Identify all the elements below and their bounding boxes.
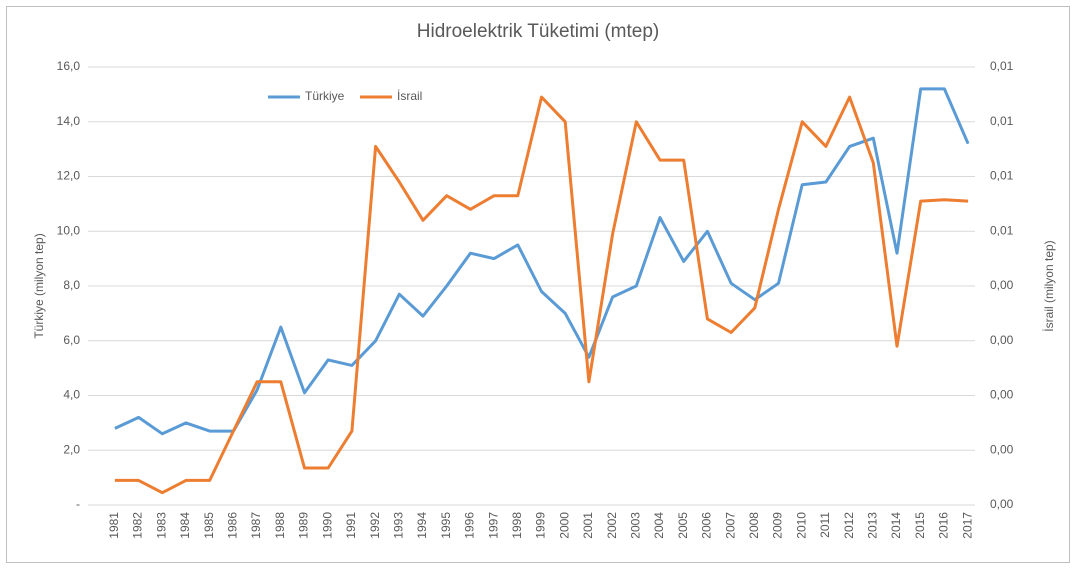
x-tick-label: 1997 [486, 512, 500, 539]
y2-tick-label: 0,00 [990, 442, 1014, 456]
y-tick-label: - [76, 497, 80, 511]
x-tick-label: 2008 [747, 512, 761, 539]
x-tick-label: 2004 [652, 512, 666, 539]
x-tick-label: 1991 [344, 512, 358, 539]
x-tick-label: 2007 [723, 512, 737, 539]
x-tick-label: 1986 [226, 512, 240, 539]
x-tick-label: 1989 [297, 512, 311, 539]
x-tick-label: 2016 [937, 512, 951, 539]
y2-axis-title: İsrail (milyon tep) [1042, 240, 1056, 331]
x-tick-label: 1982 [131, 512, 145, 539]
y-tick-label: 4,0 [63, 388, 80, 402]
y-tick-label: 12,0 [57, 169, 81, 183]
x-tick-label: 2001 [581, 512, 595, 539]
y-tick-label: 6,0 [63, 333, 80, 347]
y-tick-label: 14,0 [57, 114, 81, 128]
x-tick-label: 2013 [866, 512, 880, 539]
y-axis-title: Türkiye (milyon tep) [32, 233, 46, 338]
x-tick-label: 1995 [439, 512, 453, 539]
y-tick-label: 2,0 [63, 442, 80, 456]
x-tick-label: 1988 [273, 512, 287, 539]
x-tick-label: 1985 [202, 512, 216, 539]
y2-tick-label: 0,00 [990, 388, 1014, 402]
x-tick-label: 1990 [320, 512, 334, 539]
x-tick-label: 2002 [605, 512, 619, 539]
x-tick-label: 2009 [771, 512, 785, 539]
x-tick-label: 1994 [415, 512, 429, 539]
x-tick-label: 2012 [842, 512, 856, 539]
y2-tick-label: 0,01 [990, 169, 1014, 183]
legend-label: Türkiye [305, 89, 345, 103]
x-tick-label: 2014 [889, 512, 903, 539]
y2-tick-label: 0,00 [990, 333, 1014, 347]
x-tick-label: 2003 [628, 512, 642, 539]
y2-tick-label: 0,00 [990, 497, 1014, 511]
x-tick-label: 1992 [368, 512, 382, 539]
x-tick-label: 1996 [463, 512, 477, 539]
x-tick-label: 2015 [913, 512, 927, 539]
x-tick-label: 2011 [818, 512, 832, 538]
series-line [114, 95, 969, 495]
x-tick-label: 2006 [700, 512, 714, 539]
x-tick-label: 2010 [794, 512, 808, 539]
chart-title: Hidroelektrik Tüketimi (mtep) [417, 21, 659, 42]
x-tick-label: 1999 [534, 512, 548, 539]
y-tick-label: 16,0 [57, 59, 81, 73]
y2-tick-label: 0,01 [990, 114, 1014, 128]
series-line [114, 87, 970, 436]
legend-label: İsrail [397, 89, 422, 103]
x-tick-label: 1983 [154, 512, 168, 539]
x-tick-label: 2000 [557, 512, 571, 539]
x-tick-label: 1998 [510, 512, 524, 539]
y-tick-label: 8,0 [63, 278, 80, 292]
x-tick-label: 1993 [391, 512, 405, 539]
x-tick-label: 1981 [107, 512, 121, 539]
x-tick-label: 2017 [960, 512, 974, 539]
x-tick-label: 1987 [249, 512, 263, 539]
y-tick-label: 10,0 [57, 223, 81, 237]
x-tick-label: 1984 [178, 512, 192, 539]
y2-tick-label: 0,01 [990, 59, 1014, 73]
y2-tick-label: 0,00 [990, 278, 1014, 292]
y2-tick-label: 0,01 [990, 223, 1014, 237]
x-tick-label: 2005 [676, 512, 690, 539]
